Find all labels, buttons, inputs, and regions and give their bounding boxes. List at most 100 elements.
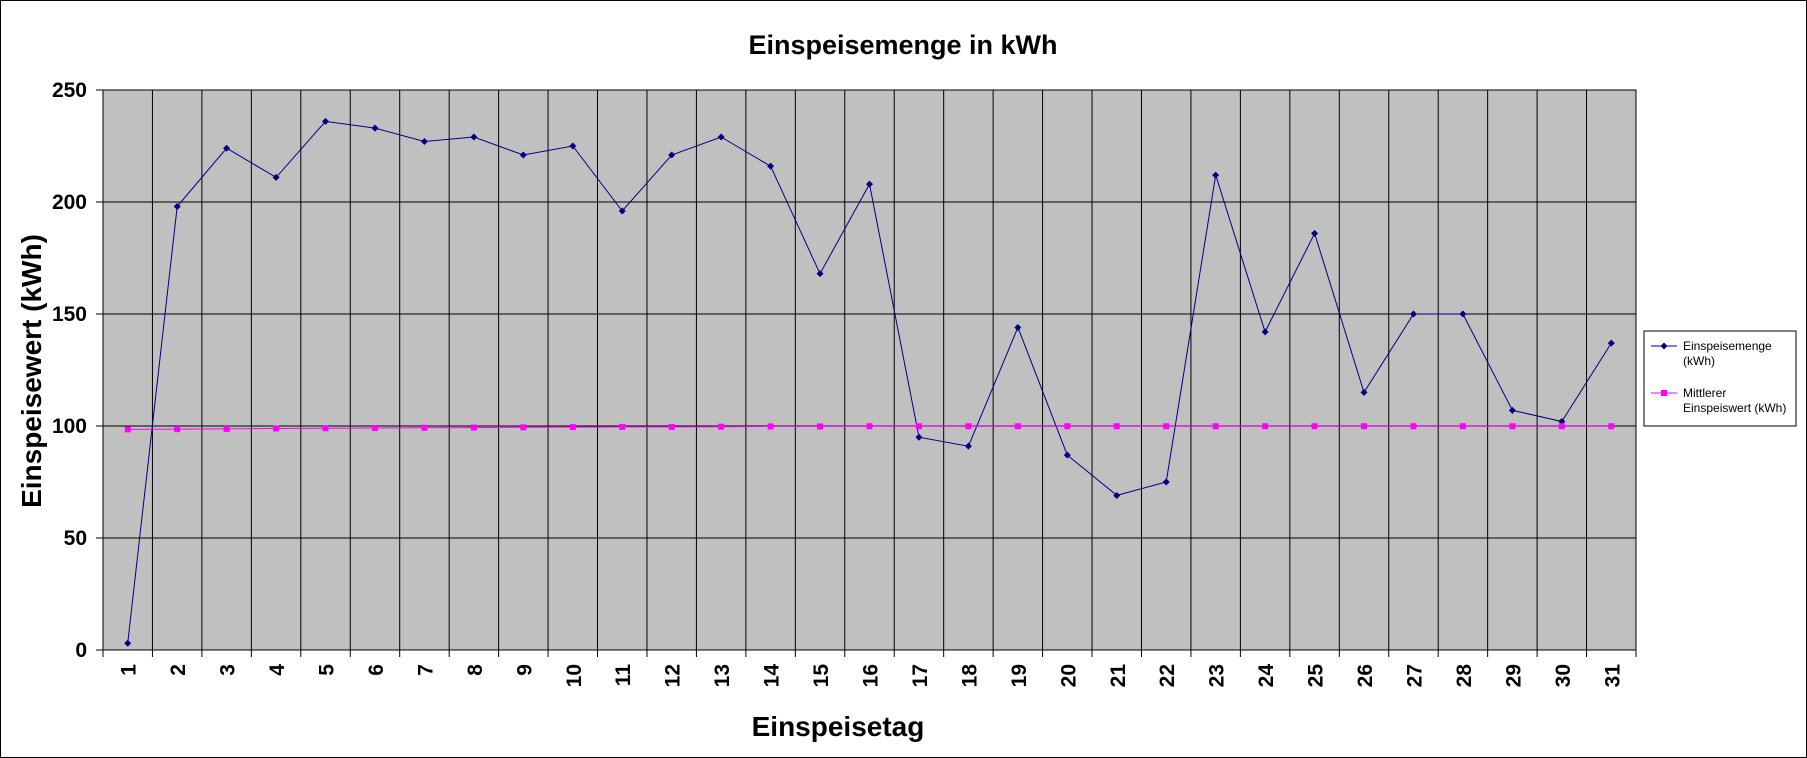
data-point [1212, 171, 1220, 179]
x-tick-label: 13 [711, 664, 734, 687]
data-point [718, 423, 725, 430]
data-point [1014, 423, 1021, 430]
data-point [420, 138, 428, 146]
x-tick-label: 16 [860, 664, 883, 687]
x-tick-label: 24 [1255, 664, 1278, 688]
x-tick-label: 26 [1354, 664, 1377, 687]
x-tick-label: 21 [1107, 664, 1130, 688]
plot-background [102, 89, 1637, 651]
x-tick-label: 19 [1008, 664, 1031, 687]
x-tick-label: 14 [761, 664, 784, 688]
data-point [1311, 229, 1319, 237]
data-point [767, 423, 774, 430]
data-point [1212, 423, 1219, 430]
x-tick-label: 8 [464, 664, 487, 676]
x-tick-label: 1 [118, 664, 141, 676]
data-point [322, 117, 330, 125]
data-point [1063, 451, 1071, 459]
data-point [1509, 423, 1516, 430]
data-point [371, 425, 378, 432]
data-point [470, 133, 478, 141]
data-point [124, 639, 132, 647]
data-point [1608, 423, 1615, 430]
chart-title: Einspeisemenge in kWh [748, 30, 1057, 60]
x-tick-label: 31 [1601, 664, 1624, 688]
x-tick-labels: 1 2 3 4 5 6 7 8 9 10 11 12 13 14 15 16 17 18 19 20 21 22 23 24 2… [118, 664, 1625, 688]
data-point [223, 425, 230, 432]
legend-marker [1661, 390, 1667, 396]
data-point [1113, 491, 1121, 499]
data-point [421, 424, 428, 431]
legend-label: Einspeiswert (kWh) [1683, 401, 1786, 415]
data-point [619, 423, 626, 430]
y-tick-label: 150 [52, 303, 87, 326]
data-point [1361, 423, 1368, 430]
legend-box [1643, 330, 1797, 427]
data-point [273, 425, 280, 432]
data-point [322, 425, 329, 432]
y-tick-label: 250 [52, 79, 87, 102]
data-point [618, 207, 626, 215]
data-point [767, 162, 775, 170]
x-tick-label: 4 [266, 664, 289, 676]
data-point [520, 424, 527, 431]
data-point [866, 180, 873, 188]
legend-label: Mittlerer [1683, 386, 1726, 400]
data-point [717, 133, 725, 141]
data-point [272, 173, 280, 181]
data-point [1014, 323, 1022, 331]
data-point [816, 270, 824, 278]
x-tick-label: 12 [662, 664, 685, 687]
plot-area [102, 89, 1637, 651]
y-axis-title: Einspeisewert (kWh) [16, 234, 47, 508]
data-point [1508, 406, 1516, 414]
x-tick-label: 25 [1305, 664, 1328, 688]
data-point [964, 442, 972, 450]
data-point [1262, 423, 1269, 430]
x-tick-label: 28 [1453, 664, 1476, 688]
x-tick-label: 5 [316, 664, 339, 676]
x-tick-label: 9 [513, 664, 536, 676]
y-tick-label: 200 [52, 191, 87, 214]
x-tick-label: 29 [1502, 664, 1525, 687]
legend-marker [1660, 342, 1668, 350]
data-point [371, 124, 379, 132]
series-lines [124, 117, 1615, 647]
data-point [1163, 423, 1170, 430]
data-point [1311, 423, 1318, 430]
data-point [866, 423, 873, 430]
data-point [1459, 423, 1466, 430]
data-point [1459, 310, 1467, 318]
x-tick-label: 10 [563, 664, 586, 687]
x-tick-label: 17 [909, 664, 932, 687]
y-tick-label: 0 [75, 639, 87, 662]
x-tick-label: 30 [1552, 664, 1575, 687]
x-axis-title: Einspeisetag [752, 711, 925, 742]
x-tick-label: 7 [414, 664, 437, 676]
data-point [1261, 328, 1269, 336]
data-point [1607, 339, 1615, 347]
x-tick-label: 27 [1403, 664, 1426, 687]
y-tick-labels: 0 50 100 150 200 250 [52, 79, 87, 662]
y-tick-label: 50 [64, 527, 87, 550]
x-tick-label: 22 [1156, 664, 1179, 687]
data-point [569, 142, 577, 150]
data-point [1113, 423, 1120, 430]
x-tick-label: 6 [365, 664, 388, 676]
x-tick-label: 2 [167, 664, 190, 676]
data-point [1410, 423, 1417, 430]
y-tick-label: 100 [52, 415, 87, 438]
data-point [668, 151, 676, 159]
data-point [1558, 423, 1565, 430]
data-point [915, 433, 923, 441]
x-tick-label: 11 [612, 664, 635, 687]
x-tick-label: 18 [958, 664, 981, 688]
x-tick-label: 23 [1206, 664, 1229, 687]
data-point [965, 423, 972, 430]
data-point [817, 423, 824, 430]
data-point [223, 144, 231, 152]
data-point [124, 426, 131, 433]
data-point [1162, 478, 1170, 486]
data-point [174, 426, 181, 433]
x-tick-label: 3 [217, 664, 240, 676]
